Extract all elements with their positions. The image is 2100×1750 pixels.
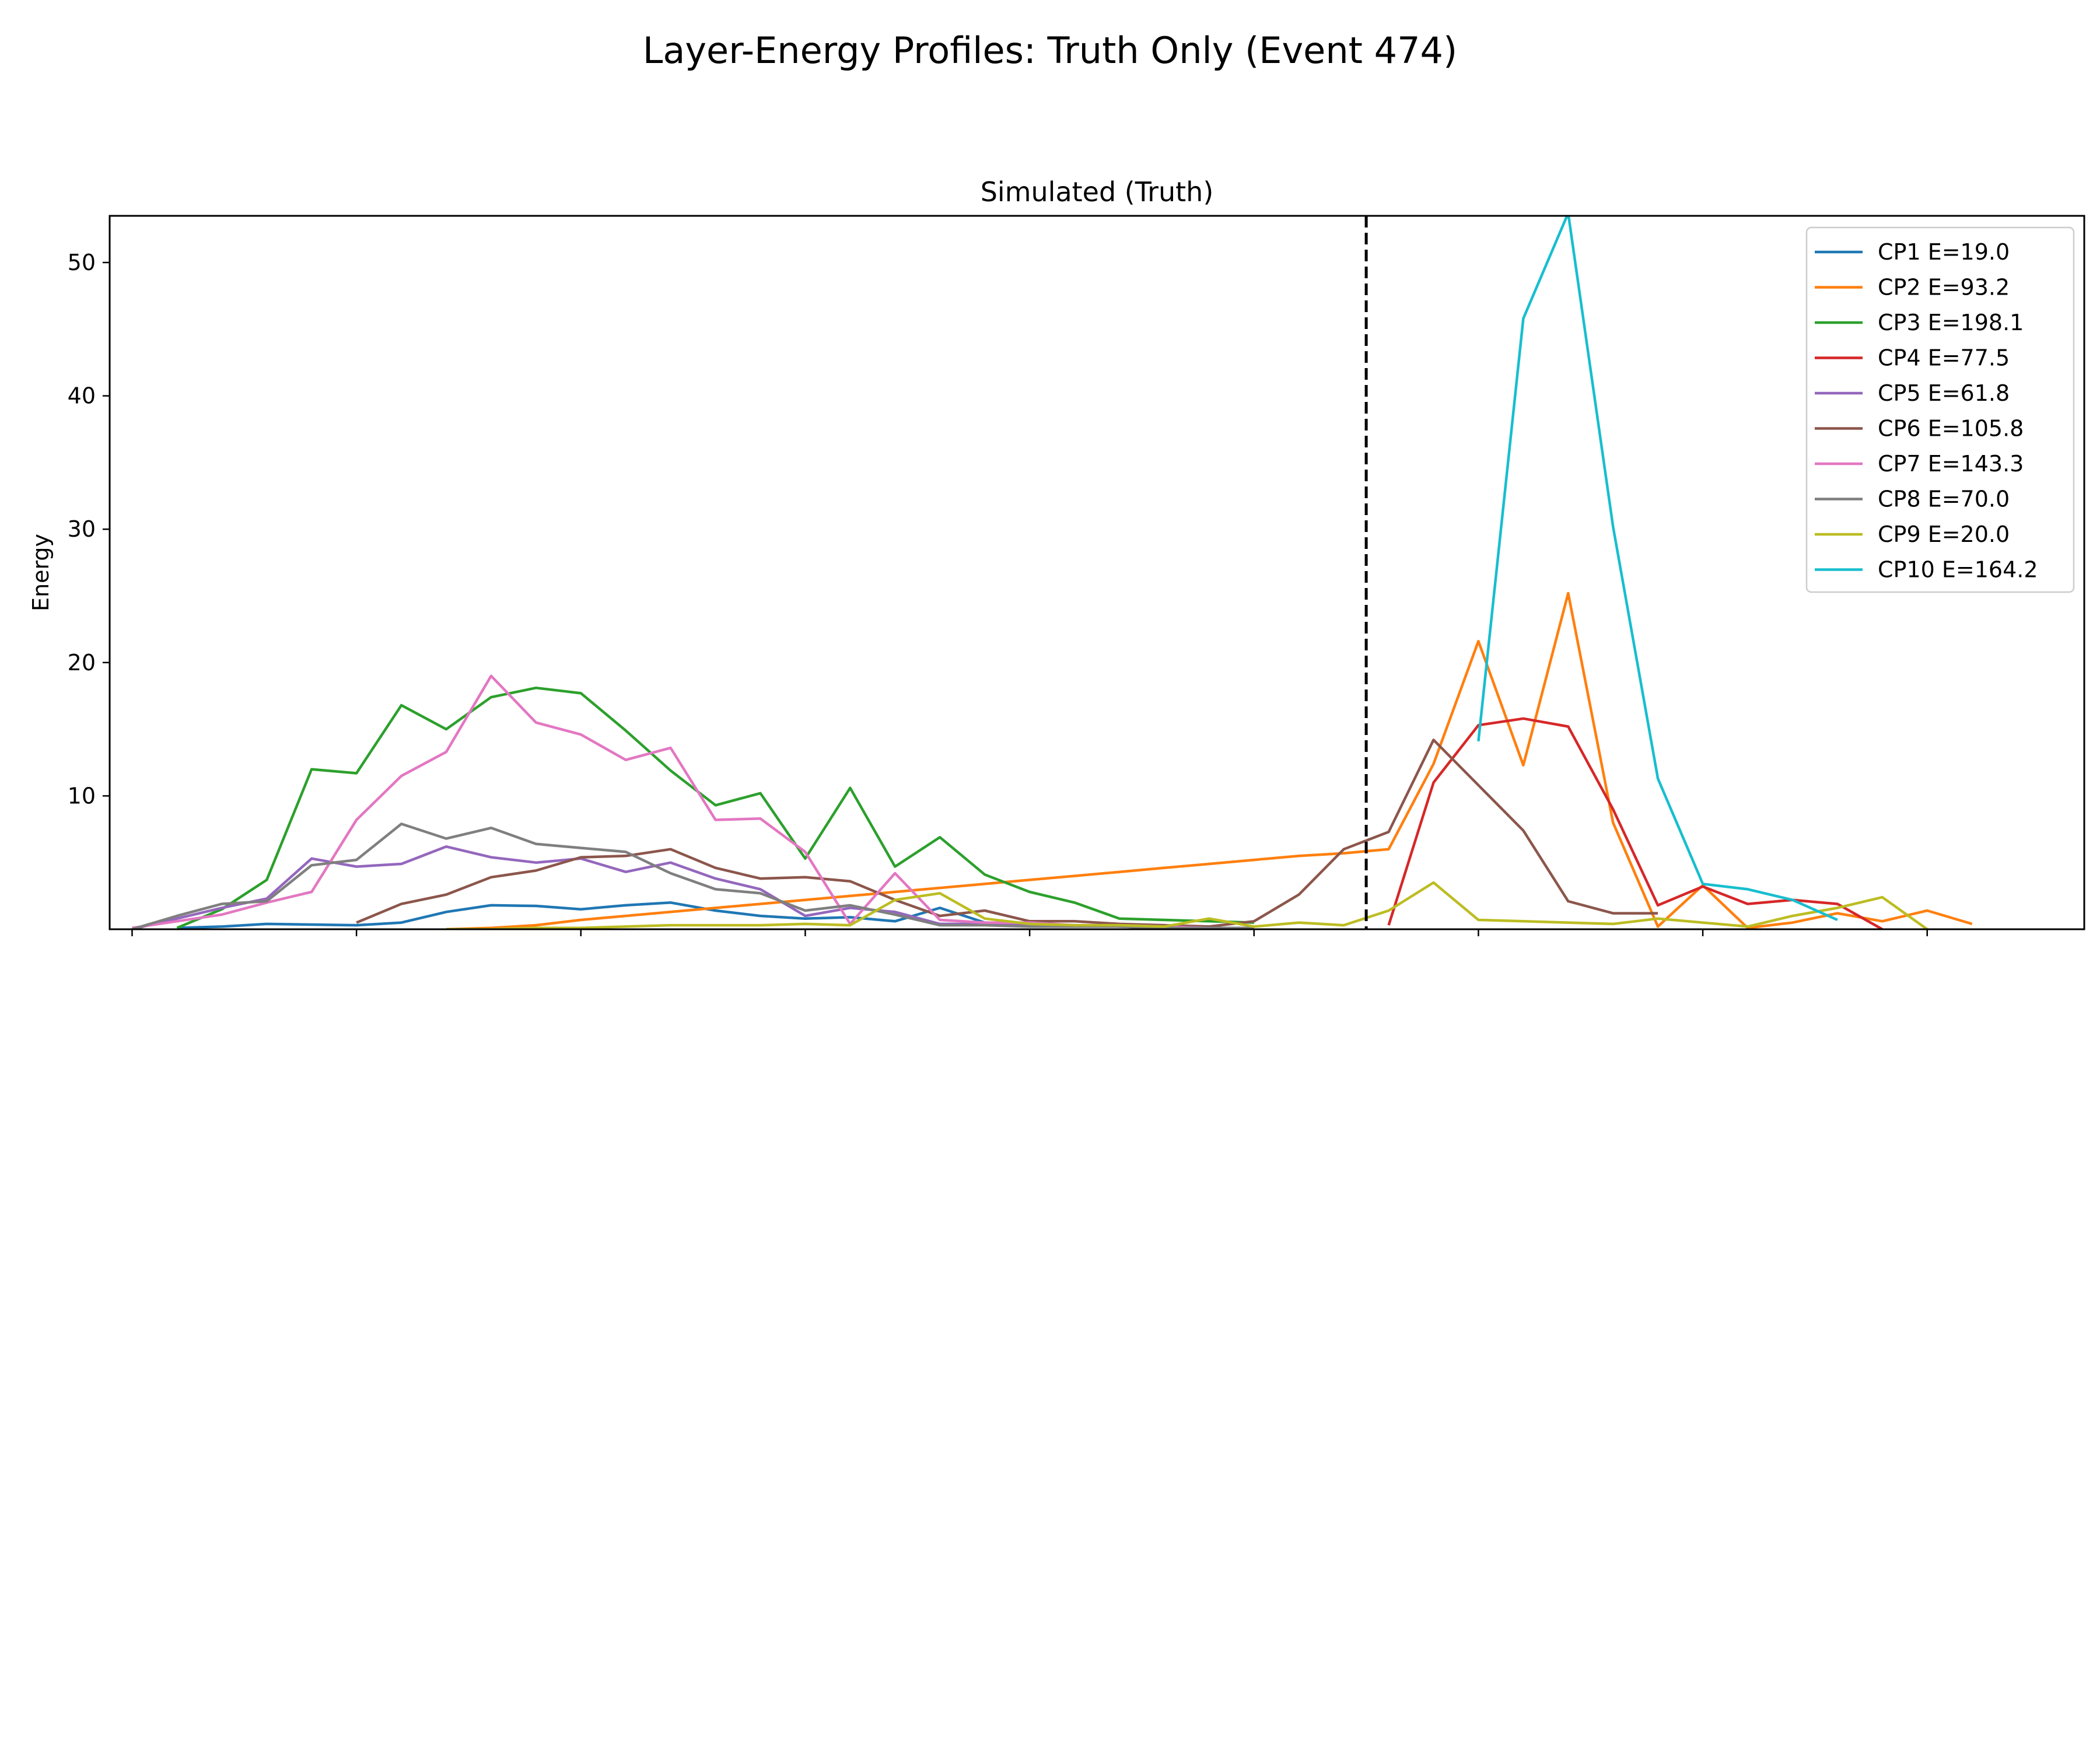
series-lines xyxy=(131,216,1973,929)
series-line-cp8 xyxy=(131,822,1254,929)
series-line-cp2 xyxy=(446,592,1973,929)
y-tick-label: 20 xyxy=(68,650,96,676)
legend-label: CP9 E=20.0 xyxy=(1878,522,2010,547)
legend-item-cp3: CP3 E=198.1 xyxy=(1815,310,2024,335)
plot-area xyxy=(131,216,1973,929)
legend-item-cp7: CP7 E=143.3 xyxy=(1815,451,2024,477)
legend-label: CP5 E=61.8 xyxy=(1878,380,2010,406)
legend-item-cp10: CP10 E=164.2 xyxy=(1815,557,2038,583)
legend-label: CP8 E=70.0 xyxy=(1878,487,2010,512)
series-line-cp7 xyxy=(132,674,1209,929)
legend-item-cp1: CP1 E=19.0 xyxy=(1815,239,2010,265)
legend-label: CP1 E=19.0 xyxy=(1878,239,2010,265)
legend-label: CP4 E=77.5 xyxy=(1878,345,2010,371)
y-tick-label: 10 xyxy=(68,783,96,808)
legend-box xyxy=(1805,226,2075,593)
legend-label: CP10 E=164.2 xyxy=(1878,557,2038,583)
axes-frame xyxy=(108,215,2085,930)
legend-item-cp6: CP6 E=105.8 xyxy=(1815,416,2024,442)
legend-label: CP7 E=143.3 xyxy=(1878,451,2024,477)
series-line-cp3 xyxy=(176,686,1254,929)
series-line-cp9 xyxy=(446,881,1929,929)
series-line-cp4 xyxy=(1387,717,1883,929)
legend-item-cp2: CP2 E=93.2 xyxy=(1815,275,2010,300)
legend-item-cp8: CP8 E=70.0 xyxy=(1815,487,2010,512)
legend-label: CP3 E=198.1 xyxy=(1878,310,2024,335)
y-tick-label: 50 xyxy=(68,250,96,275)
series-line-cp10 xyxy=(1477,216,1838,922)
series-line-cp6 xyxy=(356,738,1658,928)
y-tick-label: 40 xyxy=(68,383,96,409)
axes-title: Simulated (Truth) xyxy=(981,176,1214,208)
legend-label: CP6 E=105.8 xyxy=(1878,416,2024,442)
y-axis-label: Energy xyxy=(28,534,54,611)
axis-ticks: 10 20 30 40 50 xyxy=(68,250,1928,936)
legend-item-cp4: CP4 E=77.5 xyxy=(1815,345,2010,371)
legend-item-cp5: CP5 E=61.8 xyxy=(1815,380,2010,406)
y-tick-label: 30 xyxy=(68,516,96,542)
figure-title: Layer-Energy Profiles: Truth Only (Event… xyxy=(643,29,1457,72)
legend: CP1 E=19.0 CP2 E=93.2 CP3 E=198.1 CP4 E=77.… xyxy=(1805,226,2075,593)
legend-item-cp9: CP9 E=20.0 xyxy=(1815,522,2010,547)
legend-label: CP2 E=93.2 xyxy=(1878,275,2010,300)
